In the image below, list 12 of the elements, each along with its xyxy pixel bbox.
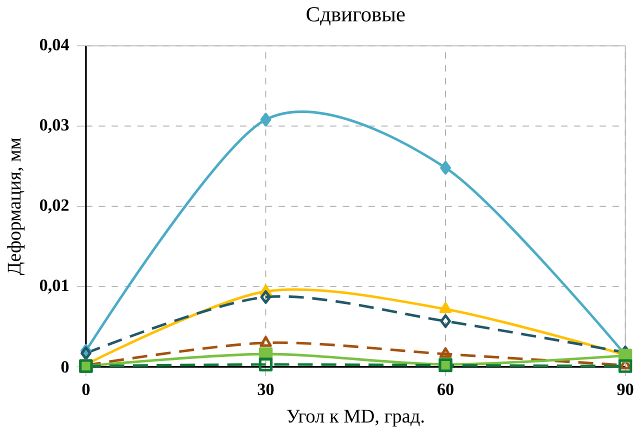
- y-tick-label: 0,02: [40, 200, 69, 214]
- x-tick-label: 90: [617, 384, 634, 396]
- y-tick-label: 0,03: [40, 119, 69, 134]
- x-axis-title: Угол к MD, град.: [286, 410, 424, 427]
- y-tick-label: 0,04: [40, 38, 69, 54]
- y-axis-title: Деформация, мм: [7, 138, 25, 276]
- x-tick-label: 0: [82, 384, 90, 396]
- chart-title: Сдвиговые: [306, 7, 405, 26]
- y-tick-label: 0,01: [40, 280, 68, 294]
- x-tick-label: 60: [438, 384, 454, 396]
- y-tick-label: 0: [61, 361, 69, 373]
- x-tick-label: 30: [258, 384, 274, 396]
